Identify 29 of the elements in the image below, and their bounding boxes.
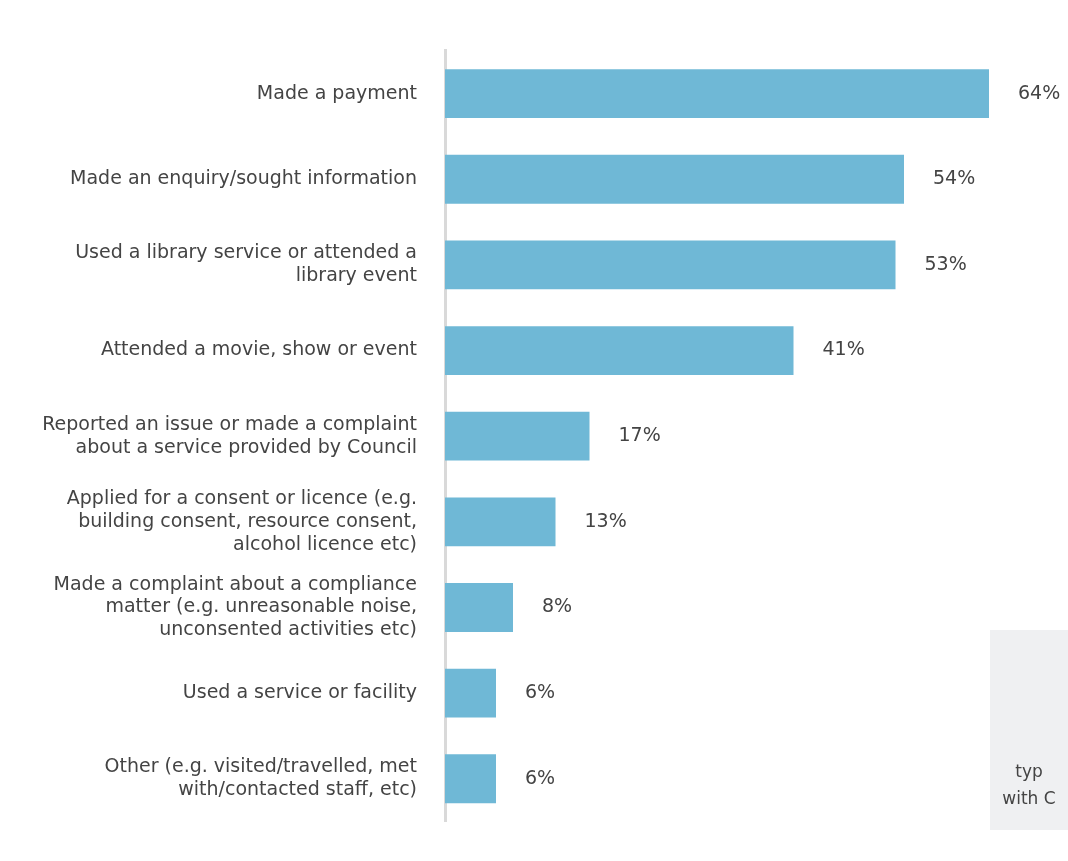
y-tick-label: Made an enquiry/sought information [70,166,417,189]
y-tick-label: Attended a movie, show or event [101,337,417,360]
bar [445,754,496,804]
data-label: 41% [822,337,865,360]
data-label: 6% [525,680,556,703]
bar [445,240,896,290]
bar [445,69,989,119]
data-label: 54% [933,166,976,189]
data-label: 6% [525,765,556,788]
y-tick-label: Used a library service or attended a library event [75,240,417,286]
y-tick-label: Reported an issue or made a complaint about a service provided by Council [42,411,417,457]
y-tick-label: Other (e.g. visited/travelled, met with/contacted staff, etc) [104,754,417,800]
bar [445,497,556,547]
text: typ [1014,760,1044,783]
data-label: 53% [924,251,967,274]
bar [445,411,590,461]
data-label: 17% [618,423,661,446]
y-tick-label: Used a service or facility [182,680,417,703]
data-label: 64% [1018,80,1061,103]
data-label: 8% [542,594,573,617]
y-tick-label: Applied for a consent or licence (e.g. building consent, resource consent, alcohol licence etc) [66,485,417,554]
y-tick-label: Made a payment [256,80,417,103]
text: with C [1001,787,1057,810]
bar [445,154,904,204]
bar [445,583,513,632]
data-label: 13% [584,508,627,531]
bar [445,668,496,718]
y-tick-label: Made a complaint about a compliance matter (e.g. unreasonable noise, unconsented activities etc) [53,571,417,640]
bar [445,326,794,375]
